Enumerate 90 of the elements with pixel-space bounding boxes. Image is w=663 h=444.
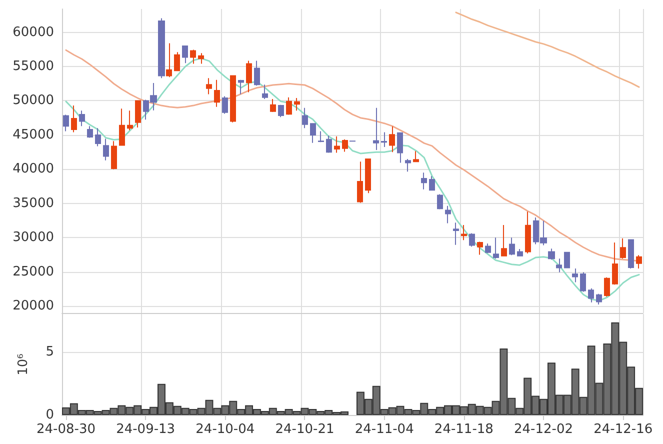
candlestick [485,243,491,254]
candlestick [190,49,196,64]
candlestick [166,42,172,78]
candlestick [445,205,451,224]
candlestick [278,104,284,118]
candlestick [437,194,443,210]
candlestick [254,60,260,86]
candlestick [588,288,594,303]
candlestick [564,252,570,268]
candlestick [158,18,165,79]
line-series [455,12,640,88]
candlestick [342,138,348,152]
candlestick [302,107,308,129]
candlestick [604,276,610,298]
candlestick [238,79,244,95]
candlestick [286,96,292,116]
candlestick [596,293,602,305]
y-tick-label: 40000 [12,162,54,177]
candlestick [525,211,531,254]
candlestick [174,52,180,72]
candlestick [612,242,618,286]
x-tick-label: 24-10-04 [196,422,255,437]
candlestick [326,135,332,154]
y-axis-title: 10⁶ [16,354,31,376]
candlestick [421,172,427,190]
candlestick [111,140,117,170]
candlestick [365,158,371,194]
candlestick [119,108,125,146]
candlestick [517,248,523,256]
candlestick [71,105,77,133]
candlestick [628,239,634,269]
y-tick-label: 60000 [12,24,54,40]
candlestick [214,79,220,108]
y-tick-label: 35000 [12,196,54,211]
y-tick-label: 5 [46,344,54,360]
candlestick [334,136,340,154]
candlestick [389,126,395,153]
candlestick [556,258,562,273]
candlestick [206,78,212,95]
candlestick [222,96,228,114]
candlestick [405,158,411,172]
candlestick [620,238,626,260]
candlestick [246,60,252,93]
candlestick [63,114,69,132]
candlestick [381,132,387,148]
y-tick-label: 0 [46,408,54,422]
y-tick-label: 30000 [12,230,54,246]
candlestick [87,126,93,138]
candlestick [294,98,300,112]
x-tick-label: 24-09-13 [116,422,176,437]
candlestick [357,161,363,204]
candlestick [182,45,188,64]
candlestick [95,128,101,147]
candlestick [580,272,586,292]
candlestick [373,107,379,151]
candlestick [548,248,555,260]
candlestick [469,232,475,248]
y-tick-label: 20000 [12,298,54,314]
candlestick [493,237,499,260]
line-series [65,58,640,302]
candlestick [453,222,459,246]
candlestick [397,132,403,164]
x-tick-label: 24-12-16 [594,422,653,437]
candlestick [135,100,141,128]
x-tick-label: 24-11-18 [434,422,494,437]
candlestick [477,241,483,256]
candlestick [461,224,467,241]
candlestick [413,150,419,162]
candlestick [270,98,276,113]
y-tick-label: 55000 [12,59,54,74]
candlestick [198,52,204,64]
y-tick-label: 45000 [12,127,54,142]
candlestick [429,176,435,191]
y-tick-label: 50000 [12,93,54,108]
candlestick [127,110,133,131]
candlestick [310,123,316,144]
candlestick [572,268,578,283]
candlestick [103,138,109,161]
candlestick [318,130,324,143]
candlestick [509,237,515,256]
x-tick-label: 24-11-04 [354,422,414,437]
y-tick-label: 25000 [12,264,54,280]
candlestick [79,110,85,127]
candlestick [501,224,507,256]
candlestick [230,75,236,123]
x-tick-label: 24-08-30 [36,422,96,437]
x-tick-label: 24-12-02 [514,422,574,437]
x-tick-label: 24-10-21 [275,422,334,437]
candlestick [262,84,268,100]
candlestick [636,254,642,269]
